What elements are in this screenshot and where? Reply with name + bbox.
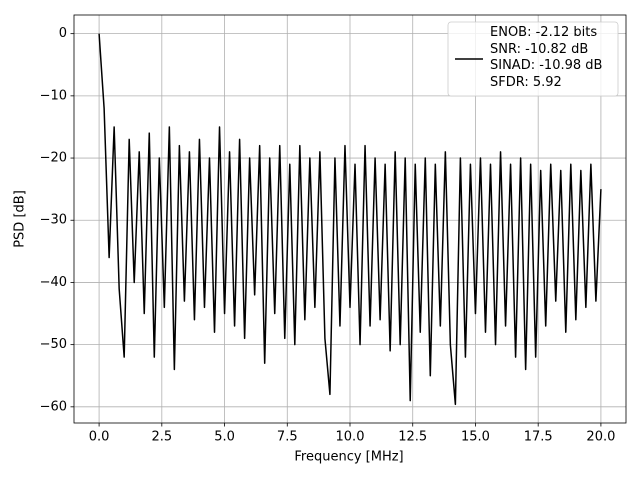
x-tick-label: 7.5 — [277, 430, 298, 445]
psd-line — [98, 33, 602, 406]
legend-label-box: ENOB: -2.12 bits SNR: -10.82 dB SINAD: -… — [490, 25, 603, 90]
y-axis-label: PSD [dB] — [13, 190, 28, 248]
x-tick-label: 2.5 — [151, 430, 172, 445]
legend-box — [447, 21, 619, 97]
legend-label: ENOB: -2.12 bits SNR: -10.82 dB SINAD: -… — [490, 25, 603, 90]
y-tick-label: −60 — [40, 399, 67, 414]
y-tick-label: 0 — [59, 26, 67, 41]
x-tick-label: 12.5 — [398, 430, 427, 445]
y-tick-label: −20 — [40, 151, 67, 166]
data-layer — [98, 33, 602, 406]
y-tick-label: −30 — [40, 213, 67, 228]
x-tick-label: 17.5 — [524, 430, 553, 445]
x-tick-label: 20.0 — [586, 430, 615, 445]
y-tick-label: −10 — [40, 88, 67, 103]
y-tick-label: −40 — [40, 275, 67, 290]
x-axis-label: Frequency [MHz] — [294, 450, 403, 465]
y-tick-label: −50 — [40, 337, 67, 352]
legend: ENOB: -2.12 bits SNR: -10.82 dB SINAD: -… — [447, 21, 619, 97]
x-tick-label: 0.0 — [89, 430, 110, 445]
x-tick-label: 5.0 — [214, 430, 235, 445]
x-tick-label: 15.0 — [461, 430, 490, 445]
x-tick-label: 10.0 — [336, 430, 365, 445]
